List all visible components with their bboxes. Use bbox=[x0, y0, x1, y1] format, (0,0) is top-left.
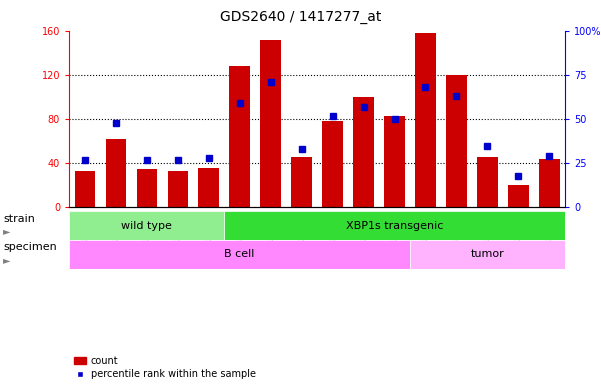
Bar bbox=[168, 171, 188, 207]
Bar bbox=[539, 159, 560, 207]
Bar bbox=[69, 240, 410, 269]
Text: ►: ► bbox=[3, 255, 10, 265]
Bar bbox=[230, 66, 249, 207]
Bar bbox=[106, 139, 126, 207]
Bar bbox=[323, 121, 343, 207]
Text: tumor: tumor bbox=[471, 249, 504, 260]
Bar bbox=[353, 97, 374, 207]
Text: specimen: specimen bbox=[3, 242, 56, 253]
Bar bbox=[260, 40, 281, 207]
Bar bbox=[136, 169, 157, 207]
Bar bbox=[410, 240, 565, 269]
Legend: count, percentile rank within the sample: count, percentile rank within the sample bbox=[74, 356, 255, 379]
Bar bbox=[224, 211, 565, 240]
Bar bbox=[508, 185, 528, 207]
Bar bbox=[291, 157, 311, 207]
Text: ►: ► bbox=[3, 226, 10, 237]
Text: wild type: wild type bbox=[121, 220, 172, 231]
Bar bbox=[447, 75, 466, 207]
Bar bbox=[385, 116, 404, 207]
Bar bbox=[198, 167, 219, 207]
Bar bbox=[75, 171, 95, 207]
Text: B cell: B cell bbox=[224, 249, 255, 260]
Bar bbox=[69, 211, 224, 240]
Text: GDS2640 / 1417277_at: GDS2640 / 1417277_at bbox=[220, 10, 381, 23]
Text: strain: strain bbox=[3, 214, 35, 224]
Bar bbox=[415, 33, 436, 207]
Bar bbox=[477, 157, 498, 207]
Text: XBP1s transgenic: XBP1s transgenic bbox=[346, 220, 443, 231]
